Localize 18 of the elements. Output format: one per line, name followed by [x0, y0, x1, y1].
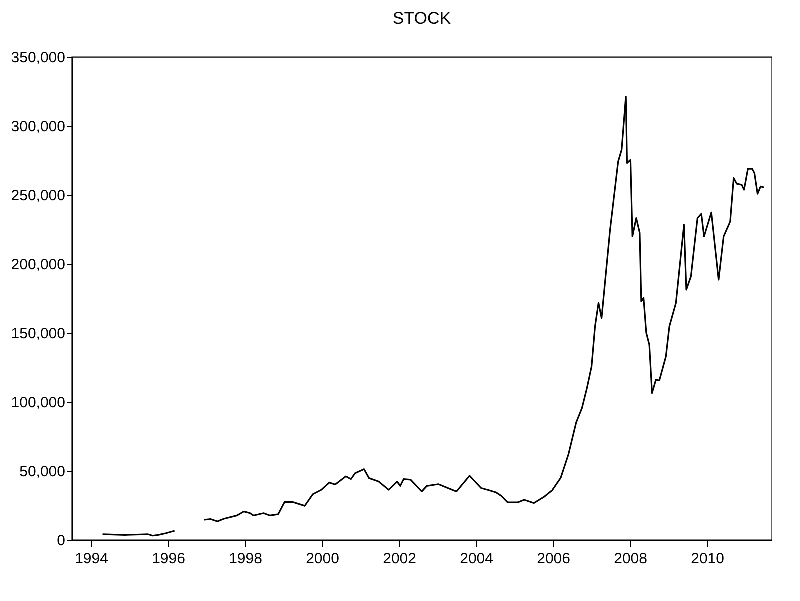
y-tick-label: 100,000	[11, 394, 66, 412]
x-tick-label: 2008	[614, 550, 648, 568]
y-tick-label: 300,000	[11, 118, 66, 136]
x-tick-label: 1994	[75, 550, 108, 568]
y-tick-label: 200,000	[11, 256, 66, 274]
y-tick-label: 250,000	[11, 188, 66, 204]
x-tick-label: 2000	[306, 550, 340, 568]
y-tick-label: 150,000	[11, 326, 66, 342]
x-tick-label: 2004	[460, 550, 494, 568]
x-tick-label: 2006	[537, 550, 570, 568]
x-tick-label: 2002	[383, 550, 416, 568]
x-tick-label: 1996	[152, 550, 186, 568]
y-tick-label: 50,000	[20, 464, 66, 480]
chart-title: STOCK	[392, 9, 452, 28]
y-tick-label: 0	[57, 532, 66, 550]
x-tick-label: 2010	[691, 550, 724, 568]
x-tick-label: 1998	[229, 550, 262, 568]
y-tick-label: 350,000	[11, 50, 66, 66]
